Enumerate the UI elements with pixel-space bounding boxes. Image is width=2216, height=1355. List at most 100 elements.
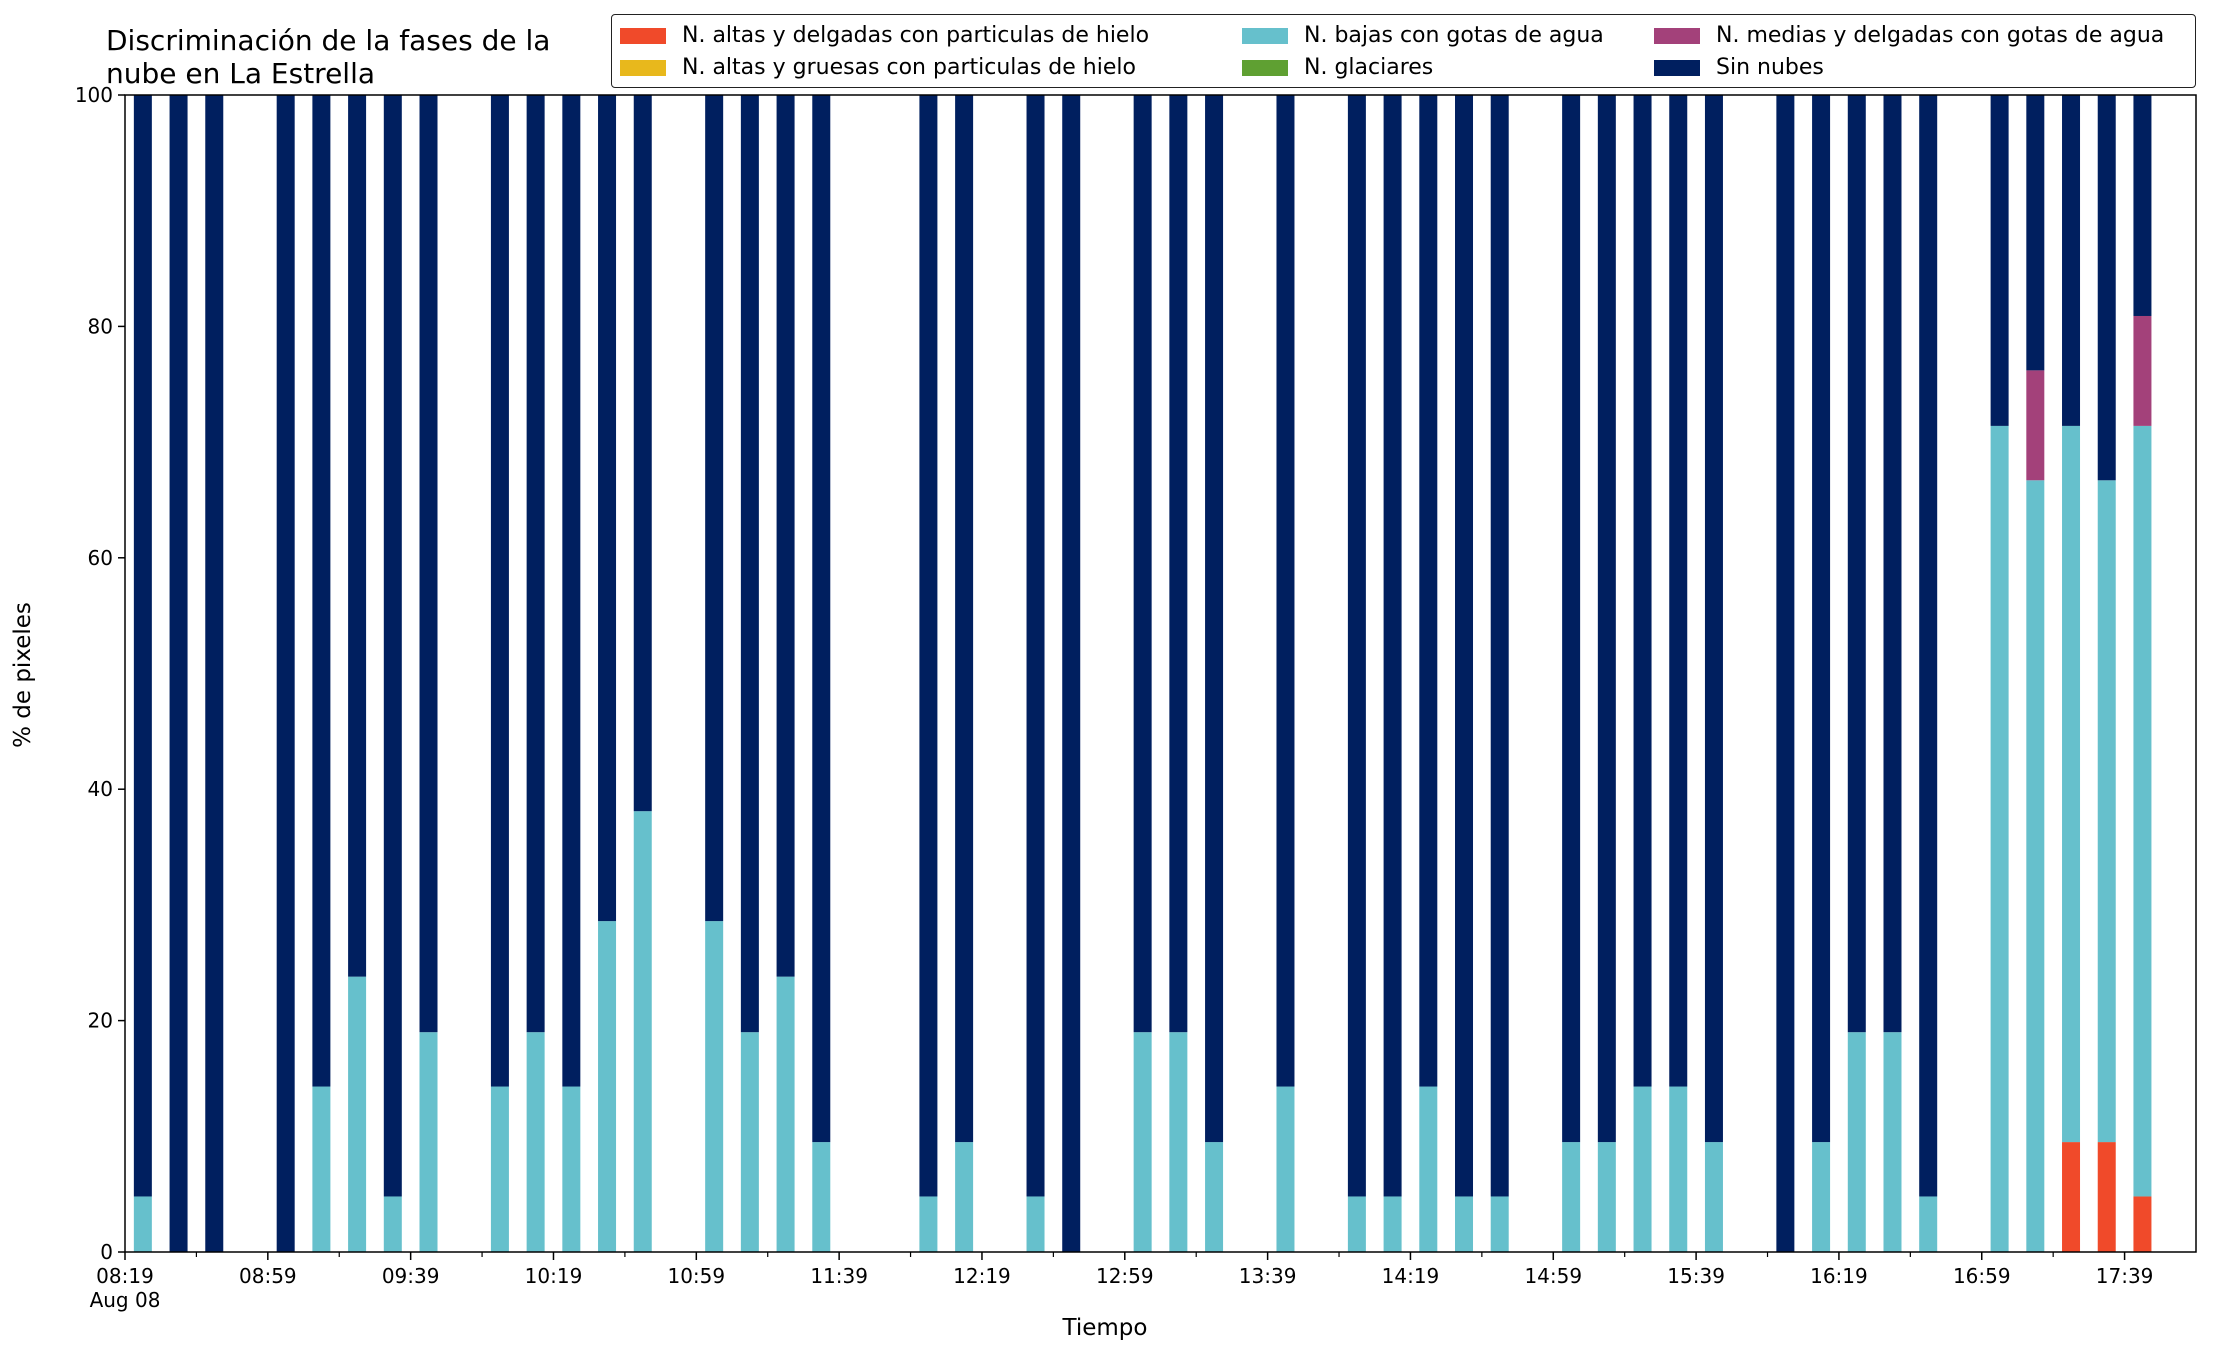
bar-segment (526, 1032, 545, 1252)
bar-segment (919, 1196, 938, 1252)
x-tick-label: 09:39 (382, 1264, 440, 1288)
bar-segment (1169, 95, 1188, 1033)
legend-item-medias-delgadas: N. medias y delgadas con gotas de agua (1654, 23, 2164, 48)
bar-segment (133, 1196, 152, 1252)
bar-segment (1669, 95, 1688, 1087)
bar-segment (955, 1142, 974, 1252)
chart-title-line-2: nube en La Estrella (106, 57, 376, 90)
bar-segment (419, 95, 438, 1033)
bar-segment (383, 95, 402, 1197)
bar-segment (1455, 1196, 1474, 1252)
bar-segment (1169, 1032, 1188, 1252)
bar-segment (1133, 95, 1152, 1033)
bar-segment (1133, 1032, 1152, 1252)
bar-segment (490, 95, 509, 1087)
chart-title-line-1: Discriminación de la fases de la (106, 24, 551, 57)
bar-segment (1847, 1032, 1866, 1252)
bar-segment (812, 95, 831, 1143)
bar-segment (2133, 425, 2152, 1197)
x-tick-label: 14:19 (1382, 1264, 1440, 1288)
bar-segment (598, 921, 617, 1252)
legend-item-sin-nubes: Sin nubes (1654, 55, 1824, 80)
x-tick-label: 13:39 (1239, 1264, 1297, 1288)
bar-segment (1205, 95, 1224, 1143)
bar-segment (419, 1032, 438, 1252)
bar-segment (205, 95, 224, 1252)
chart-legend: N. altas y delgadas con particulas de hi… (611, 14, 2196, 88)
bar-segment (348, 95, 367, 977)
x-tick-label: 11:39 (810, 1264, 868, 1288)
legend-item-glaciares: N. glaciares (1242, 55, 1433, 80)
bar-segment (598, 95, 617, 922)
bar-segment (1276, 95, 1295, 1087)
x-tick-label: 12:19 (953, 1264, 1011, 1288)
legend-swatch (1654, 28, 1700, 44)
legend-swatch (620, 28, 666, 44)
legend-swatch (1242, 28, 1288, 44)
bar-segment (1383, 95, 1402, 1197)
y-tick-label: 40 (88, 777, 113, 801)
legend-swatch (1242, 60, 1288, 76)
bar-segment (1990, 95, 2009, 426)
bar-segment (1883, 1032, 1902, 1252)
bar-segment (2097, 1142, 2116, 1252)
bar-segment (633, 811, 652, 1252)
bar-segment (169, 95, 188, 1252)
y-tick-label: 0 (100, 1240, 113, 1264)
bar-segment (1347, 95, 1366, 1197)
legend-item-altas-delgadas: N. altas y delgadas con particulas de hi… (620, 23, 1149, 48)
bar-segment (2062, 95, 2081, 426)
y-tick-label: 20 (88, 1009, 113, 1033)
legend-item-altas-gruesas: N. altas y gruesas con particulas de hie… (620, 55, 1136, 80)
bar-segment (2062, 425, 2081, 1143)
bar-segment (2133, 315, 2152, 426)
bar-segment (2097, 480, 2116, 1143)
bar-segment (776, 95, 795, 977)
bar-segment (1597, 95, 1616, 1143)
bar-segment (740, 1032, 759, 1252)
legend-item-bajas: N. bajas con gotas de agua (1242, 23, 1604, 48)
bar-segment (312, 95, 331, 1087)
bar-segment (383, 1196, 402, 1252)
bar-segment (276, 95, 295, 1252)
bar-segment (1919, 95, 1938, 1197)
bar-segment (1919, 1196, 1938, 1252)
bar-segment (1419, 95, 1438, 1087)
bar-segment (1812, 95, 1831, 1143)
bar-segment (1490, 95, 1509, 1197)
legend-label: Sin nubes (1716, 55, 1824, 80)
bar-segment (1419, 1086, 1438, 1252)
bar-segment (1026, 1196, 1045, 1252)
y-tick-label: 100 (75, 83, 113, 107)
legend-label: N. glaciares (1304, 55, 1434, 80)
x-tick-date-label: Aug 08 (90, 1288, 161, 1312)
x-tick-label: 10:19 (525, 1264, 583, 1288)
bar-segment (1633, 1086, 1652, 1252)
chart-title: Discriminación de la fases de la nube en… (106, 24, 666, 90)
x-tick-label: 08:59 (239, 1264, 297, 1288)
bar-segment (705, 921, 724, 1252)
bar-segment (1704, 1142, 1723, 1252)
bar-segment (490, 1086, 509, 1252)
bar-segment (2133, 95, 2152, 316)
bar-segment (1383, 1196, 1402, 1252)
bar-segment (705, 95, 724, 922)
bar-segment (2026, 370, 2045, 481)
bar-segment (312, 1086, 331, 1252)
bar-segment (2026, 480, 2045, 1252)
bar-segment (1597, 1142, 1616, 1252)
bar-segment (1062, 95, 1081, 1252)
bar-segment (2062, 1142, 2081, 1252)
legend-label: N. bajas con gotas de agua (1304, 23, 1604, 48)
bar-segment (1704, 95, 1723, 1143)
bar-segment (348, 976, 367, 1252)
legend-label: N. altas y delgadas con particulas de hi… (682, 23, 1150, 48)
legend-label: N. medias y delgadas con gotas de agua (1716, 23, 2165, 48)
legend-swatch (1654, 60, 1700, 76)
bar-segment (740, 95, 759, 1033)
bar-segment (2026, 95, 2045, 371)
bar-segment (1847, 95, 1866, 1033)
legend-swatch (620, 60, 666, 76)
y-tick-label: 80 (88, 314, 113, 338)
